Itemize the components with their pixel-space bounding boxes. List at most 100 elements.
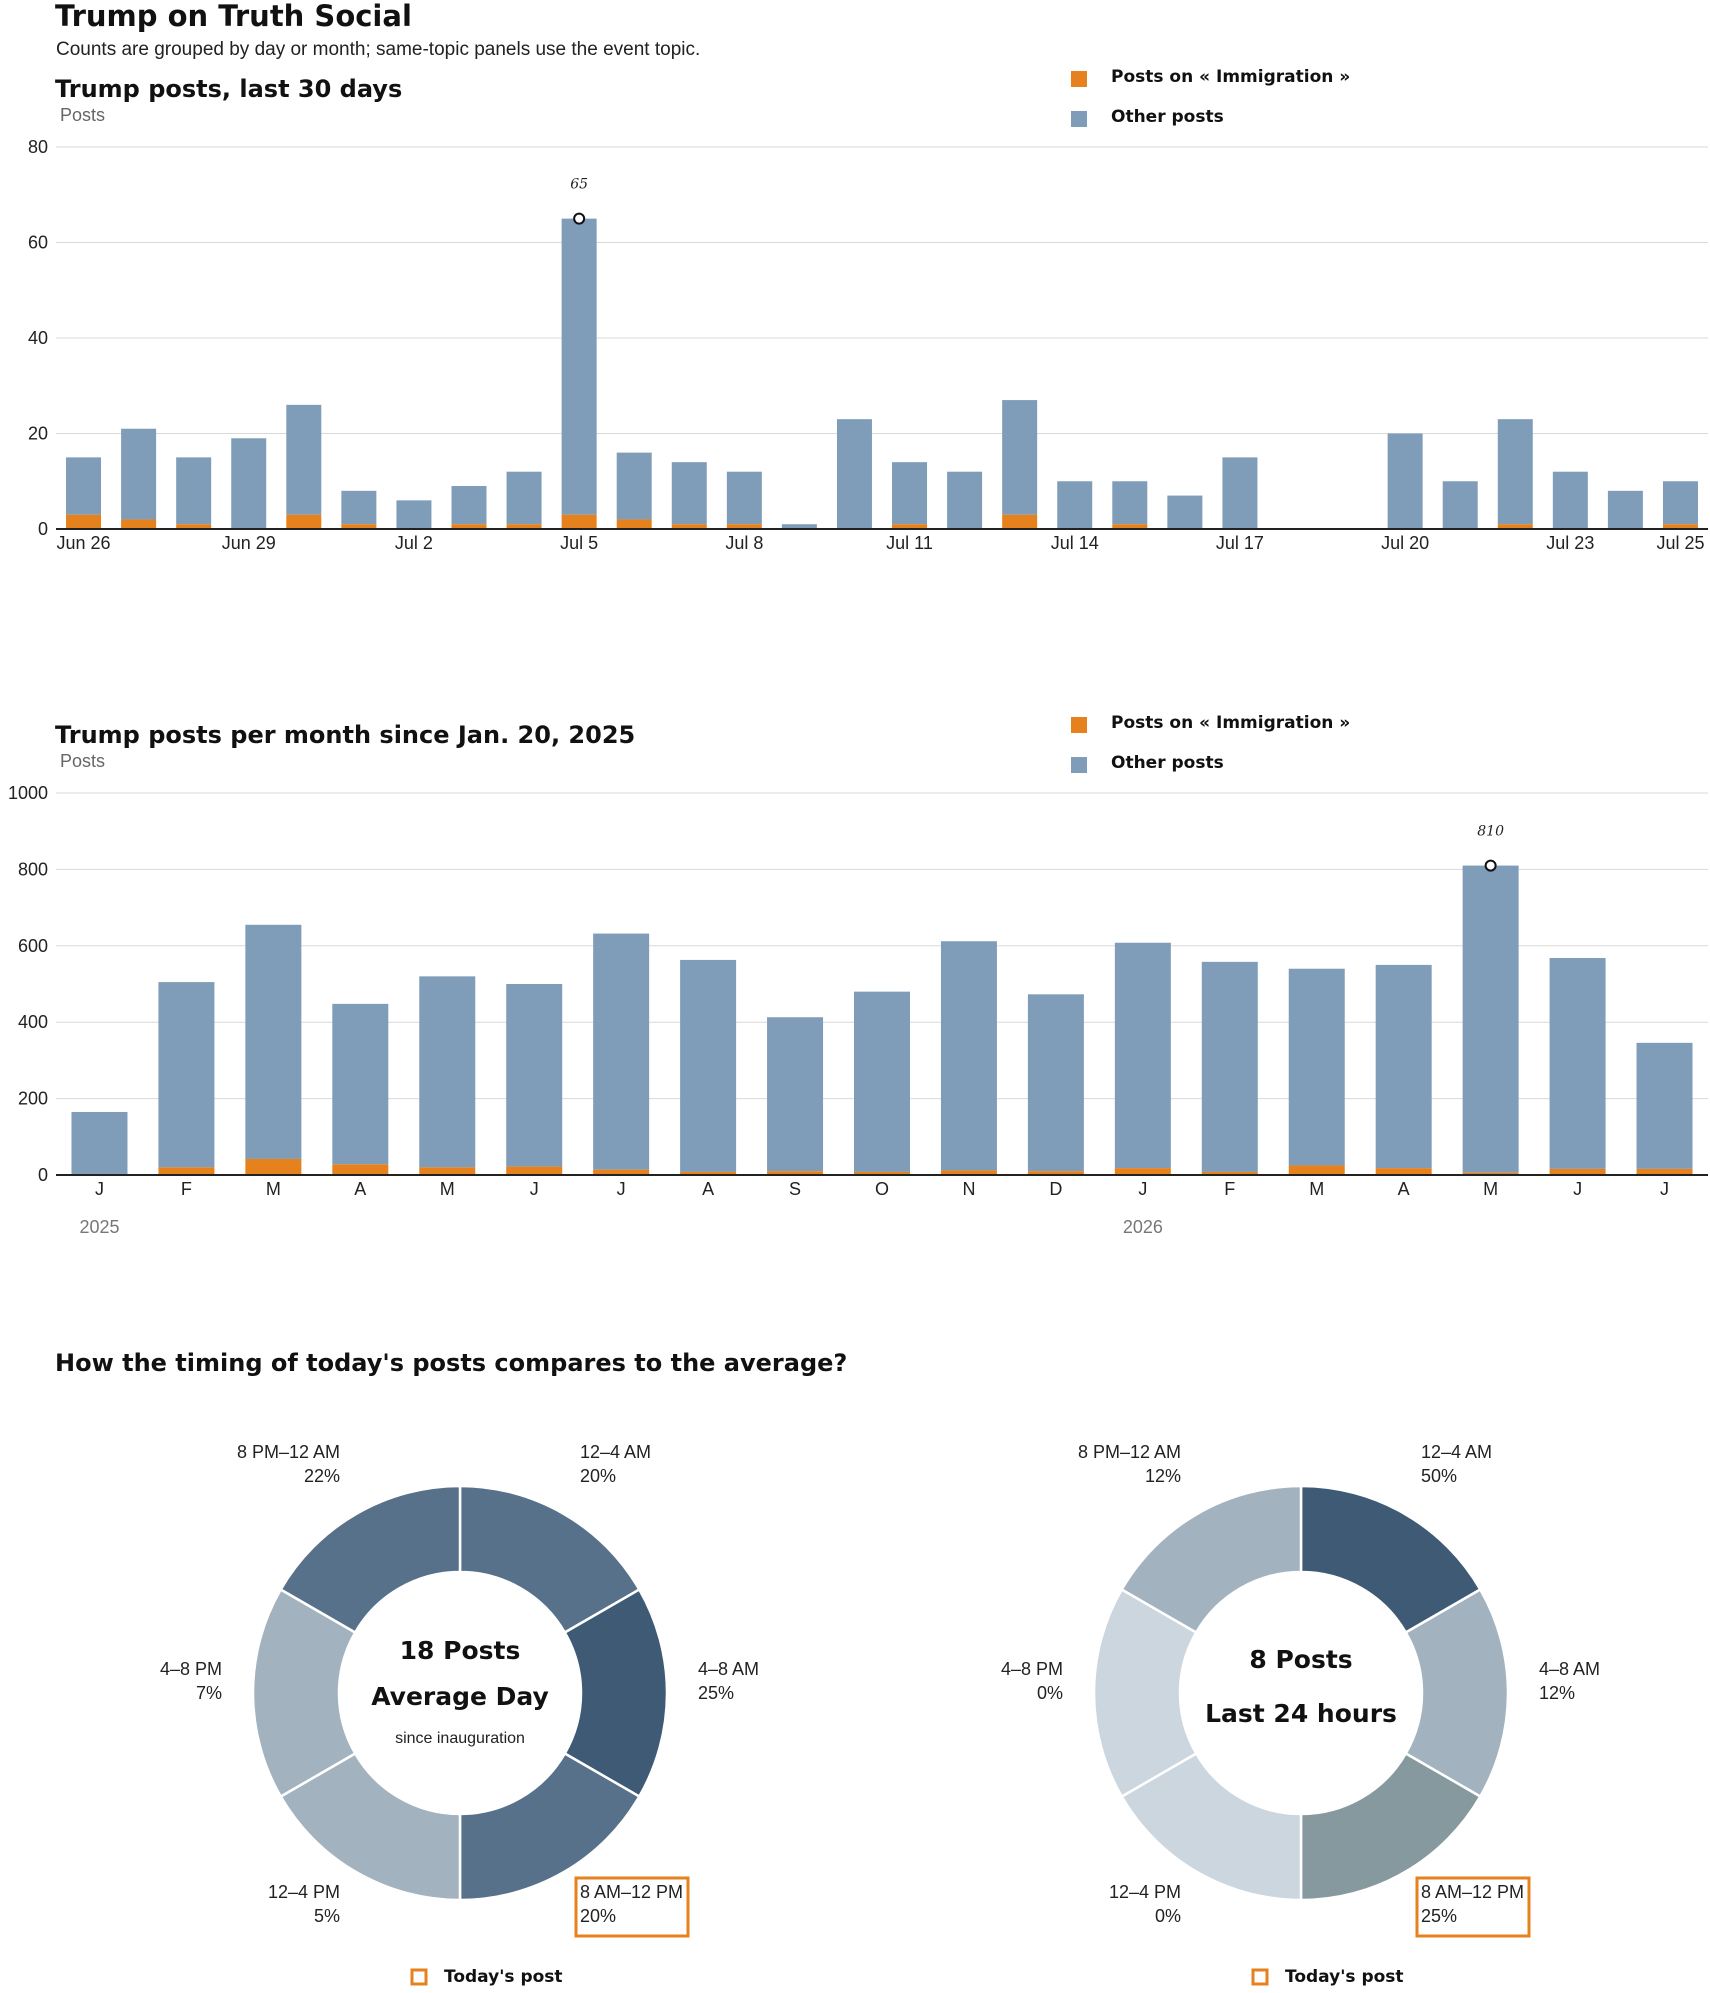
legend: Posts on « Immigration » Other posts: [1071, 67, 1350, 127]
bar-topic-posts: [1375, 1168, 1432, 1175]
y-tick-label: 600: [18, 936, 48, 956]
bar-other-posts: [854, 991, 910, 1172]
x-tick-label: Jul 8: [725, 533, 763, 553]
donut-slice: [458, 1484, 641, 1635]
bar-other-posts: [245, 924, 302, 1159]
bar-other-posts: [836, 419, 872, 529]
slice-percent: 25%: [698, 1683, 734, 1703]
x-tick-label: J: [1660, 1179, 1669, 1199]
today-legend-label: Today's post: [1285, 1967, 1404, 1987]
year-label: 2026: [1123, 1217, 1163, 1237]
x-tick-label: J: [95, 1179, 104, 1199]
today-legend-swatch: [1251, 1968, 1269, 1986]
page-subtitle: Counts are grouped by day or month; same…: [56, 39, 701, 60]
bar-other-posts: [671, 462, 707, 525]
legend: Posts on « Immigration » Other posts: [1071, 713, 1350, 773]
y-tick-label: 0: [38, 519, 48, 539]
donut-center-count: 18 Posts: [400, 1636, 521, 1665]
slice-percent: 12%: [1145, 1466, 1181, 1486]
bar-chart-2: Trump posts per month since Jan. 20, 202…: [8, 713, 1708, 1237]
donut-slice: [1404, 1587, 1510, 1799]
donut-slice: [251, 1587, 357, 1799]
bar-other-posts: [1387, 433, 1423, 529]
y-tick-label: 1000: [8, 783, 48, 803]
bar-other-posts: [947, 471, 983, 529]
bar-topic-posts: [1288, 1165, 1345, 1175]
slice-label: 12–4 PM: [268, 1882, 340, 1902]
y-axis-label: Posts: [60, 105, 105, 125]
bar-other-posts: [341, 490, 377, 525]
bar-other-posts: [396, 500, 432, 529]
bar-other-posts: [231, 438, 267, 529]
slice-percent: 12%: [1539, 1683, 1575, 1703]
donut-slice: [279, 1484, 462, 1635]
slice-label: 4–8 AM: [1539, 1659, 1600, 1679]
bar-other-posts: [726, 471, 762, 525]
y-tick-label: 20: [28, 424, 48, 444]
donut-center-label: Average Day: [371, 1682, 549, 1711]
slice-percent: 20%: [580, 1466, 616, 1486]
bar-other-posts: [781, 524, 817, 529]
bar-topic-posts: [158, 1167, 215, 1175]
bar-topic-posts: [176, 524, 212, 529]
bar-other-posts: [1167, 495, 1203, 529]
bar-topic-posts: [1636, 1168, 1693, 1175]
donut-slice: [563, 1587, 669, 1799]
slice-label: 8 AM–12 PM: [1421, 1882, 1524, 1902]
bar-other-posts: [1662, 481, 1698, 525]
slice-percent: 0%: [1155, 1906, 1181, 1926]
x-tick-label: F: [1224, 1179, 1235, 1199]
slice-percent: 5%: [314, 1906, 340, 1926]
y-tick-label: 200: [18, 1089, 48, 1109]
legend-swatch-other: [1071, 757, 1087, 773]
bar-topic-posts: [680, 1171, 737, 1175]
bar-other-posts: [1057, 481, 1093, 529]
donut-center-note: since inauguration: [395, 1730, 525, 1747]
x-tick-label: O: [875, 1179, 889, 1199]
slice-label: 4–8 AM: [698, 1659, 759, 1679]
bar-other-posts: [892, 462, 928, 525]
slice-label: 4–8 PM: [1001, 1659, 1063, 1679]
legend-label-topic: Posts on « Immigration »: [1111, 713, 1350, 733]
bar-other-posts: [451, 486, 487, 525]
x-tick-label: Jul 20: [1381, 533, 1429, 553]
x-tick-label: Jul 14: [1051, 533, 1099, 553]
today-highlight-box: [1415, 1876, 1531, 1938]
bar-other-posts: [616, 452, 652, 520]
today-legend-label: Today's post: [444, 1967, 563, 1987]
x-tick-label: J: [1573, 1179, 1582, 1199]
legend-label-other: Other posts: [1111, 753, 1224, 773]
bar-other-posts: [1222, 457, 1258, 529]
bar-topic-posts: [1201, 1171, 1258, 1175]
legend-swatch-topic: [1071, 717, 1087, 733]
x-tick-label: Jul 17: [1216, 533, 1264, 553]
y-tick-label: 0: [38, 1165, 48, 1185]
bar-other-posts: [561, 218, 597, 515]
today-highlight-box: [574, 1876, 690, 1938]
bar-other-posts: [680, 959, 737, 1172]
peak-value-label: 810: [1477, 824, 1504, 840]
bar-other-posts: [121, 428, 157, 520]
bar-topic-posts: [1662, 524, 1698, 529]
slice-label: 8 AM–12 PM: [580, 1882, 683, 1902]
y-tick-label: 40: [28, 328, 48, 348]
bar-topic-posts: [561, 514, 597, 529]
x-tick-label: J: [530, 1179, 539, 1199]
x-tick-label: J: [617, 1179, 626, 1199]
bar-topic-posts: [506, 1166, 563, 1175]
bar-other-posts: [1462, 865, 1519, 1173]
bar-topic-posts: [593, 1169, 650, 1175]
legend-label-topic: Posts on « Immigration »: [1111, 67, 1350, 87]
x-tick-label: M: [1483, 1179, 1498, 1199]
bar-other-posts: [71, 1111, 128, 1175]
legend-label-other: Other posts: [1111, 107, 1224, 127]
bar-topic-posts: [286, 514, 322, 529]
bar-topic-posts: [121, 519, 157, 529]
bar-other-posts: [1442, 481, 1478, 529]
x-tick-label: M: [1309, 1179, 1324, 1199]
peak-value-label: 65: [570, 177, 588, 193]
donut-slice: [1092, 1587, 1198, 1799]
x-tick-label: M: [440, 1179, 455, 1199]
bar-other-posts: [1375, 964, 1432, 1169]
bar-topic-posts: [1549, 1168, 1606, 1175]
